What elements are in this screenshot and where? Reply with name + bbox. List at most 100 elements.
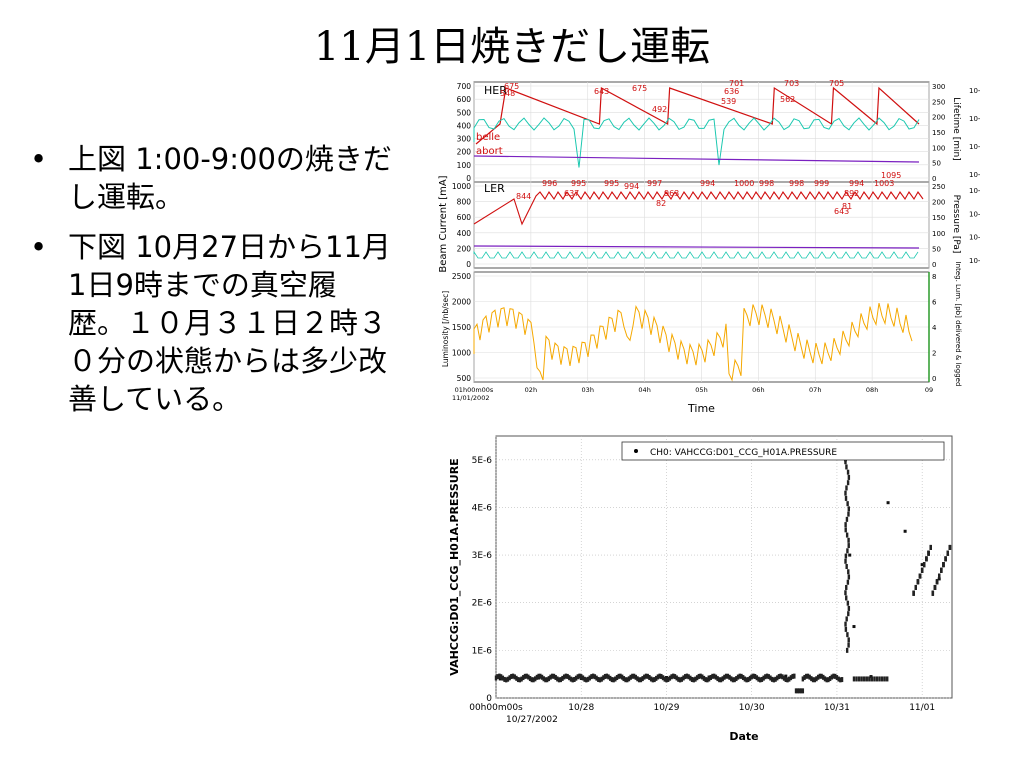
y-tick-label: 4E-6 [472, 503, 493, 513]
data-point [852, 625, 856, 629]
y3-tick-label: 10-5 [969, 87, 980, 95]
data-point [815, 676, 818, 682]
slide-title: 11月1日焼きだし運転 [313, 24, 711, 70]
data-point [695, 675, 699, 681]
legend-marker [634, 449, 638, 453]
bullet-text: 上図 1:00-9:00の焼きだし運転。 [68, 142, 392, 214]
data-point [518, 677, 522, 683]
data-point [651, 677, 655, 683]
data-point [684, 674, 687, 680]
ler-peak-label: 995 [571, 179, 586, 188]
data-point [847, 511, 850, 517]
y-tick-label: 1500 [452, 323, 471, 332]
data-point [566, 673, 569, 679]
data-point [835, 675, 839, 681]
data-point [927, 550, 930, 556]
legend-text: CH0: VAHCCG:D01_CCG_H01A.PRESSURE [650, 448, 837, 458]
her-peak-label: 636 [724, 87, 739, 96]
data-point [723, 674, 726, 680]
data-point [694, 676, 697, 682]
data-point [583, 676, 586, 682]
data-point [847, 474, 851, 480]
data-point [847, 506, 850, 512]
data-point [706, 677, 709, 683]
y-tick-label: 500 [457, 374, 472, 383]
y-tick-label: 200 [457, 148, 472, 157]
x-tick-label: 10/29 [653, 703, 679, 713]
data-point [741, 675, 745, 681]
data-point [704, 677, 707, 683]
ler-peak-label: 994 [624, 182, 639, 191]
data-point [605, 673, 609, 679]
her-peak-label: 492 [652, 105, 667, 114]
data-point [863, 676, 866, 682]
y3-tick-label: 10-8 [969, 171, 980, 179]
data-point [666, 676, 670, 682]
y2-tick-label: 0 [932, 261, 936, 269]
data-point [726, 673, 730, 679]
data-point [510, 673, 513, 679]
y2-tick-label: 2 [932, 350, 936, 358]
data-point [561, 675, 564, 681]
data-point [832, 673, 835, 679]
data-point [834, 673, 837, 679]
data-point [643, 674, 646, 680]
data-point [857, 676, 861, 682]
y2-tick-label: 250 [932, 183, 945, 191]
ler-peak-label: 995 [604, 179, 619, 188]
y2-tick-label: 50 [932, 245, 941, 253]
ler-peak-label: 963 [664, 189, 679, 198]
data-point [844, 553, 848, 559]
data-point [678, 677, 682, 683]
data-point [920, 567, 924, 573]
data-point [506, 676, 510, 682]
x-tick-label: 02h [525, 386, 537, 394]
data-point [702, 675, 706, 681]
data-point [918, 573, 922, 579]
bullet-item: • 下図 10月27日から11月1日9時までの真空履歴。１０月３１日２時３０分の… [24, 228, 394, 418]
data-point [535, 674, 539, 680]
data-point [709, 674, 712, 680]
ler-peak-label: 844 [516, 192, 531, 201]
data-point [516, 677, 520, 683]
her-peak-label: 705 [829, 79, 844, 88]
her-lifetime-trace [473, 117, 920, 168]
data-point [845, 464, 848, 470]
y2-tick-label: 300 [932, 83, 945, 91]
data-point [660, 673, 663, 679]
data-point [847, 574, 851, 580]
data-point [929, 544, 932, 550]
data-point [670, 674, 673, 680]
data-point [689, 675, 692, 681]
data-point [855, 676, 858, 682]
panel-label-ler: LER [484, 182, 505, 195]
data-point [532, 677, 535, 683]
y2-axis-title: Integ. Lum. [pb] delivered & logged [954, 262, 962, 387]
data-point [598, 677, 602, 683]
y-tick-label: 600 [457, 213, 472, 222]
ler-peak-label: 1003 [874, 179, 894, 188]
y3-tick-label: 10-6 [969, 210, 980, 218]
data-point [847, 637, 850, 643]
y2-tick-label: 8 [932, 273, 936, 281]
x-start-date: 10/27/2002 [506, 715, 558, 725]
data-point [697, 673, 701, 679]
data-point [668, 675, 672, 681]
data-point [846, 480, 850, 486]
data-point [760, 676, 764, 682]
data-point [735, 676, 738, 682]
data-point [823, 676, 827, 682]
her-pressure-trace [473, 155, 920, 163]
data-point [789, 675, 793, 681]
data-point [844, 626, 848, 632]
data-point [847, 642, 850, 648]
data-point [595, 675, 598, 681]
data-point [753, 673, 757, 679]
data-point [545, 677, 549, 683]
y-tick-label: 2000 [452, 298, 471, 307]
data-point [719, 677, 723, 683]
data-point [794, 688, 798, 694]
data-point [716, 676, 719, 682]
y-tick-label: 500 [457, 108, 472, 117]
y2-tick-label: 100 [932, 230, 945, 238]
